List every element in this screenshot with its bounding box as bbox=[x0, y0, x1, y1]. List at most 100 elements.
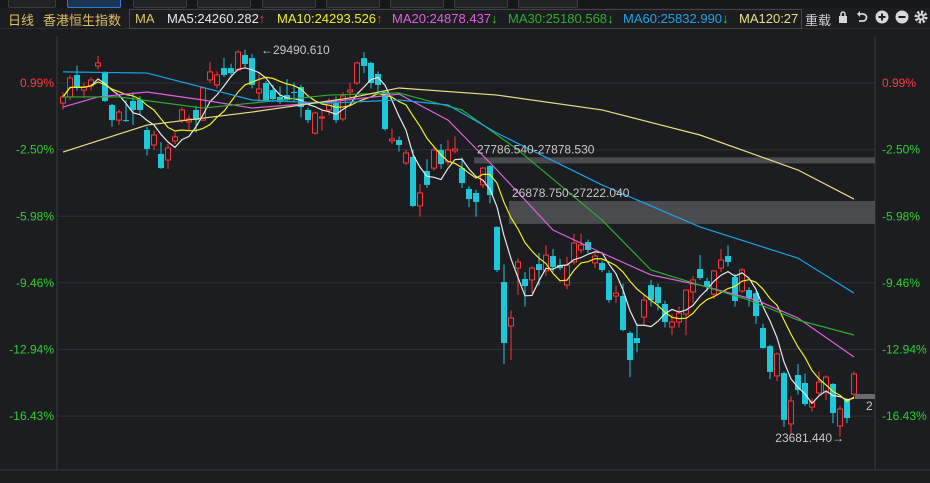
ma10-line bbox=[62, 76, 855, 403]
candle bbox=[389, 128, 395, 144]
candle bbox=[676, 306, 682, 328]
candle-body-down bbox=[501, 282, 507, 344]
candle bbox=[781, 371, 787, 427]
candle-body-up bbox=[347, 89, 353, 93]
candle-body-up bbox=[403, 152, 409, 164]
candle bbox=[648, 279, 654, 307]
candle bbox=[116, 109, 122, 125]
top-tab[interactable] bbox=[454, 0, 508, 8]
candle-body-down bbox=[725, 256, 731, 262]
candle bbox=[298, 84, 304, 118]
undo-icon[interactable] bbox=[855, 10, 869, 24]
top-tab[interactable] bbox=[390, 0, 444, 8]
candle-body-up bbox=[851, 373, 857, 395]
candle-body-down bbox=[193, 109, 199, 121]
y-tick-label-right: -2.50% bbox=[882, 143, 920, 157]
candle bbox=[795, 363, 801, 395]
zoom-out-icon[interactable] bbox=[895, 10, 909, 24]
candle bbox=[767, 344, 773, 380]
top-tab[interactable] bbox=[197, 0, 251, 8]
top-tab[interactable] bbox=[326, 0, 380, 8]
candle bbox=[263, 80, 269, 102]
candle bbox=[158, 142, 164, 169]
candle bbox=[151, 130, 157, 150]
ma-values-box[interactable]: MA MA5:24260.282↑ MA10:24293.526↑ MA20:2… bbox=[129, 9, 802, 29]
candle-body-down bbox=[648, 285, 654, 301]
candle-body-down bbox=[844, 400, 850, 418]
candle-body-up bbox=[256, 88, 262, 94]
candle-body-down bbox=[830, 383, 836, 414]
candle bbox=[494, 226, 500, 273]
candle-body-down bbox=[368, 62, 374, 83]
candle bbox=[529, 266, 535, 294]
arrow-up-icon: ↑ bbox=[258, 11, 266, 26]
ma30-line bbox=[63, 92, 855, 336]
candle-body-up bbox=[613, 292, 619, 297]
y-tick-label-left: -12.94% bbox=[9, 342, 54, 356]
y-tick-label-right: 0.99% bbox=[882, 76, 916, 90]
candle-body-down bbox=[249, 58, 255, 85]
candle bbox=[207, 61, 213, 83]
top-tab[interactable] bbox=[8, 0, 56, 8]
candle bbox=[592, 252, 598, 269]
candle bbox=[396, 136, 402, 152]
gear-icon[interactable] bbox=[914, 10, 928, 24]
max-price-label: ←29490.610 bbox=[261, 43, 330, 57]
top-tab[interactable] bbox=[262, 0, 316, 8]
candle bbox=[634, 323, 640, 353]
candle-body-down bbox=[375, 74, 381, 85]
y-tick-label-right: -16.43% bbox=[882, 409, 927, 423]
candle-body-up bbox=[354, 62, 360, 84]
candle-body-up bbox=[60, 96, 66, 104]
candle bbox=[550, 249, 556, 273]
candle bbox=[466, 186, 472, 208]
candle bbox=[95, 56, 101, 70]
candle-body-down bbox=[550, 256, 556, 267]
arrow-down-icon: ↓ bbox=[722, 11, 729, 26]
reload-button[interactable]: 重载 bbox=[805, 13, 832, 28]
candle bbox=[144, 126, 150, 156]
instrument-name: 香港恒生指数 bbox=[43, 13, 122, 28]
top-tab-selected[interactable] bbox=[67, 0, 121, 8]
candle bbox=[557, 258, 563, 271]
candle bbox=[711, 270, 717, 299]
zoom-in-icon[interactable] bbox=[875, 10, 889, 24]
candle-body-down bbox=[704, 281, 710, 288]
top-tab[interactable] bbox=[133, 0, 187, 8]
candle-body-down bbox=[760, 327, 766, 349]
candle-body-up bbox=[809, 401, 815, 408]
y-tick-label-left: -5.98% bbox=[16, 209, 54, 223]
arrow-down-icon: ↓ bbox=[491, 11, 498, 26]
candle-body-up bbox=[389, 138, 395, 142]
candle-body-down bbox=[277, 96, 283, 102]
candle-body-down bbox=[298, 87, 304, 108]
candle bbox=[480, 166, 486, 188]
candle bbox=[627, 331, 633, 378]
candle-body-up bbox=[641, 299, 647, 318]
candle-body-up bbox=[718, 259, 724, 269]
candle-body-down bbox=[655, 287, 661, 304]
top-tab[interactable] bbox=[518, 0, 578, 8]
candle-body-down bbox=[123, 120, 129, 122]
period-label[interactable]: 日线 bbox=[8, 13, 35, 28]
candle bbox=[599, 260, 605, 273]
candle-body-down bbox=[627, 332, 633, 361]
candle-body-up bbox=[95, 62, 101, 67]
last-price-marker-label: 2 bbox=[866, 399, 873, 413]
candle bbox=[242, 49, 248, 68]
indicator-name: MA bbox=[135, 11, 155, 26]
ma120-line bbox=[62, 87, 855, 200]
candle bbox=[697, 254, 703, 280]
candle-body-down bbox=[557, 265, 563, 269]
ma5-line bbox=[62, 67, 855, 405]
price-band bbox=[474, 157, 875, 164]
candle bbox=[221, 57, 227, 78]
candle bbox=[844, 398, 850, 424]
candle-body-up bbox=[452, 148, 458, 152]
candle bbox=[760, 323, 766, 349]
lock-icon[interactable] bbox=[836, 10, 850, 24]
candle-body-up bbox=[676, 312, 682, 323]
candle bbox=[564, 256, 570, 290]
candle bbox=[641, 295, 647, 326]
